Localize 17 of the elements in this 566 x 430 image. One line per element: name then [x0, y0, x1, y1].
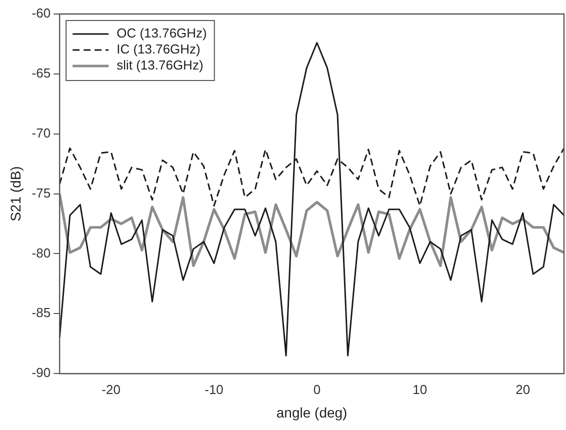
legend-label: OC (13.76GHz) — [116, 26, 207, 41]
x-tick-label: 10 — [412, 382, 428, 397]
y-tick-label: -80 — [32, 245, 51, 260]
y-tick-label: -65 — [32, 66, 51, 81]
y-axis-title: S21 (dB) — [7, 166, 24, 222]
x-axis-title: angle (deg) — [276, 404, 348, 420]
y-tick-label: -90 — [32, 365, 51, 380]
y-tick-label: -60 — [32, 6, 51, 21]
x-tick-label: 0 — [313, 382, 321, 397]
y-tick-label: -85 — [32, 305, 51, 320]
legend-label: IC (13.76GHz) — [116, 42, 200, 57]
x-tick-label: -20 — [102, 382, 120, 397]
y-tick-label: -70 — [32, 125, 51, 140]
x-tick-label: 20 — [516, 382, 530, 397]
x-tick-label: -10 — [204, 382, 224, 397]
y-tick-label: -75 — [32, 185, 51, 200]
legend-label: slit (13.76GHz) — [116, 58, 204, 73]
